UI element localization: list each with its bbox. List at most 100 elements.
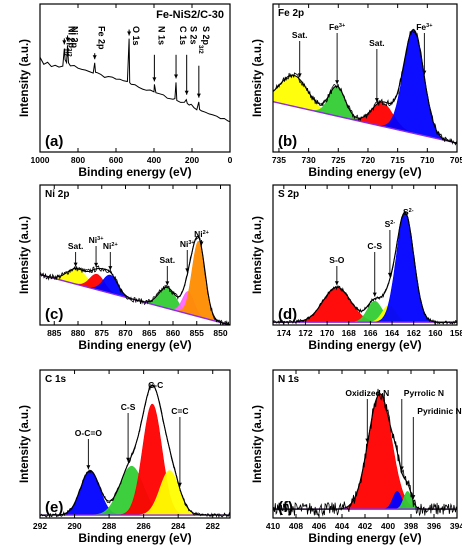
peak-label: Ni 2p3/2 — [66, 26, 80, 57]
arrow-head — [387, 272, 392, 277]
arrow-head — [196, 93, 201, 98]
x-tick-label: 735 — [272, 155, 286, 165]
raw-spectrum — [40, 383, 230, 518]
fit-envelope — [273, 393, 457, 510]
x-axis: 1000 800 600 400 200 0 — [31, 4, 233, 165]
x-tick-label: 396 — [427, 521, 441, 531]
panel-label: (f) — [278, 499, 293, 516]
peak-label: Ni3+ — [89, 235, 104, 245]
arrow-head — [199, 241, 204, 246]
x-tick-label: 286 — [137, 521, 151, 531]
arrow-head — [86, 465, 91, 470]
x-tick-label: 400 — [381, 521, 395, 531]
arrow-head — [335, 80, 340, 85]
arrow-head — [184, 90, 189, 95]
panel-b: 735 730 725 720 715 710 705 Binding energy (eV)… — [252, 3, 462, 179]
axes-frame — [39, 184, 231, 326]
peak-label: O 1s — [131, 26, 141, 46]
panel-c: 885 880 875 870 865 860 855 850 Binding energy (… — [19, 184, 231, 352]
panel-label: (c) — [45, 306, 63, 323]
x-axis-title: Binding energy (eV) — [78, 165, 191, 179]
x-tick-label: 870 — [118, 328, 132, 338]
x-tick-label: 875 — [95, 328, 109, 338]
peak-5 — [40, 241, 230, 325]
peak-3 — [273, 212, 457, 323]
peak-label: C=C — [171, 406, 188, 416]
peak-label: Fe 2p — [97, 26, 107, 50]
arrow-head — [185, 268, 190, 273]
y-axis-title: Intensity (a.u.) — [19, 405, 31, 483]
x-tick-label: 800 — [71, 155, 85, 165]
y-axis-title: Intensity (a.u.) — [19, 39, 31, 117]
panel-title: Fe-NiS2/C-30 — [156, 9, 224, 21]
x-axis-title: Binding energy (eV) — [78, 338, 191, 352]
arrow-head — [399, 466, 404, 471]
arrow-head — [174, 74, 179, 79]
panel-e: 292 290 288 286 284 282 Binding energy (eV) Int… — [19, 369, 231, 545]
arrow-head — [165, 281, 170, 286]
x-axis-title: Binding energy (eV) — [78, 531, 191, 545]
x-tick-label: 404 — [335, 521, 349, 531]
x-axis: 292 290 288 286 284 282 — [33, 370, 220, 531]
x-tick-label: 0 — [228, 155, 233, 165]
peak-label: Pyridinic N — [417, 406, 461, 416]
peak-label: Ni 2p1/2 — [63, 26, 77, 57]
plot-area — [273, 28, 457, 146]
x-tick-label: 172 — [298, 328, 312, 338]
x-tick-label: 282 — [206, 521, 220, 531]
peak-label: Pyrrolic N — [404, 388, 444, 398]
x-tick-label: 166 — [363, 328, 377, 338]
x-tick-label: 730 — [302, 155, 316, 165]
peak-label: S2- — [385, 219, 396, 229]
axes-frame — [272, 184, 458, 326]
x-tick-label: 284 — [171, 521, 185, 531]
x-axis: 174 172 170 168 166 164 162 160 158 — [277, 185, 462, 338]
x-tick-label: 290 — [67, 521, 81, 531]
peak-label: Oxidized N — [345, 388, 389, 398]
x-tick-label: 398 — [404, 521, 418, 531]
x-tick-label: 860 — [166, 328, 180, 338]
y-axis-title: Intensity (a.u.) — [252, 405, 264, 483]
panel-label: (e) — [45, 499, 63, 516]
panel-title: Fe 2p — [278, 8, 304, 19]
x-axis-title: Binding energy (eV) — [308, 165, 421, 179]
fit-envelope — [40, 235, 230, 325]
x-tick-label: 200 — [185, 155, 199, 165]
x-tick-label: 850 — [213, 328, 227, 338]
x-tick-label: 885 — [47, 328, 61, 338]
panel-f: 410 408 406 404 402 400 398 396 394 Binding energ… — [252, 369, 462, 545]
spectrum-line — [40, 38, 230, 123]
peak-label: Ni3+ — [180, 239, 195, 249]
panel-title: Ni 2p — [45, 189, 69, 200]
peak-label: O-C=O — [75, 428, 103, 438]
peak-label: S 2s — [189, 26, 199, 45]
x-tick-label: 600 — [109, 155, 123, 165]
x-tick-label: 164 — [385, 328, 399, 338]
x-tick-label: 174 — [277, 328, 291, 338]
arrow-head — [422, 70, 427, 75]
x-tick-label: 402 — [358, 521, 372, 531]
x-tick-label: 170 — [320, 328, 334, 338]
fit-envelope — [273, 211, 457, 323]
y-axis-title: Intensity (a.u.) — [19, 216, 31, 294]
annotations: Oxidized N Pyrrolic N Pyridinic N — [345, 388, 462, 500]
x-axis-title: Binding energy (eV) — [308, 338, 421, 352]
x-tick-label: 1000 — [31, 155, 50, 165]
peak-label: Sat. — [160, 255, 176, 265]
plot-area — [40, 235, 230, 325]
panel-label: (d) — [278, 306, 297, 323]
annotations: O-C=O C-S C-C C=C — [75, 380, 189, 487]
arrow-head — [94, 262, 99, 267]
x-tick-label: 406 — [312, 521, 326, 531]
panel-title: S 2p — [278, 189, 299, 200]
plot-area — [273, 211, 457, 325]
x-tick-label: 725 — [331, 155, 345, 165]
peak-label: C-C — [148, 380, 163, 390]
arrow-head — [126, 457, 131, 462]
arrow-head — [73, 262, 78, 267]
y-axis-title: Intensity (a.u.) — [252, 216, 264, 294]
x-tick-label: 410 — [266, 521, 280, 531]
plot-area — [273, 388, 457, 517]
panel-title: N 1s — [278, 374, 300, 385]
x-axis: 885 880 875 870 865 860 855 850 — [47, 185, 228, 338]
